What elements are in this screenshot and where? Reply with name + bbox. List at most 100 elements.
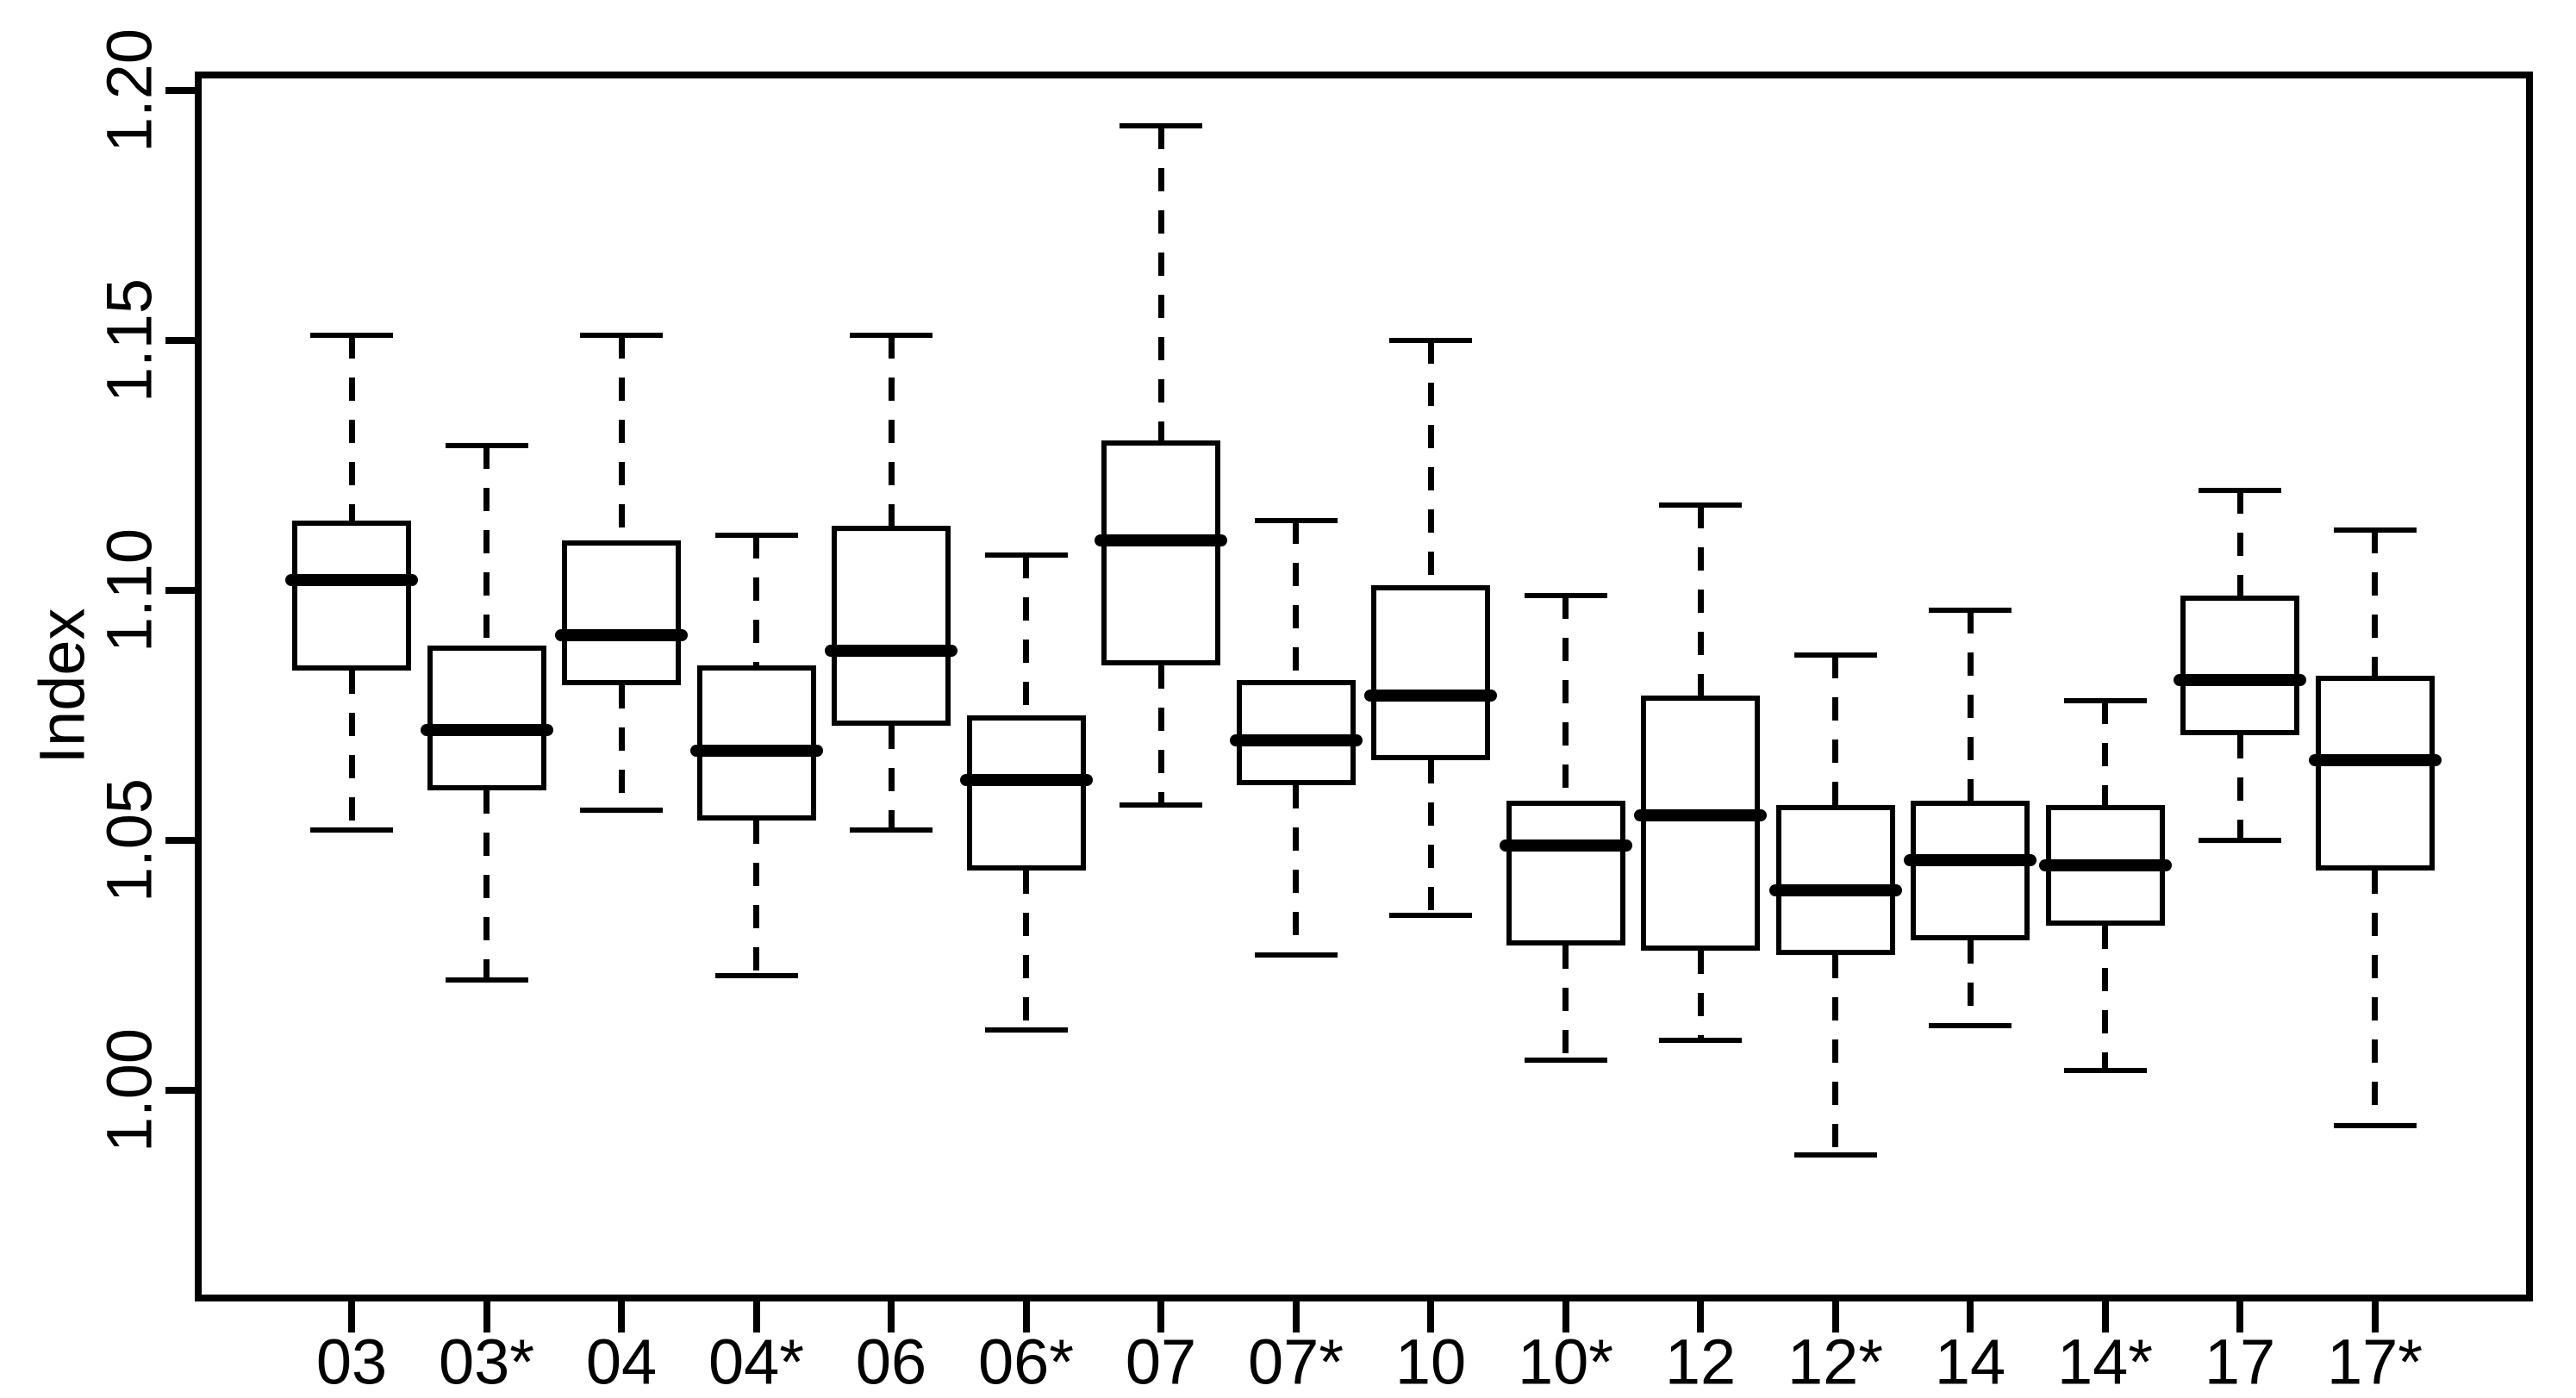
boxplot-06*-lower-cap [984, 1027, 1068, 1033]
y-axis-title: Index [26, 608, 98, 765]
x-axis-tick [1831, 1301, 1839, 1332]
boxplot-12-box [1641, 695, 1760, 951]
boxplot-06-upper-whisker [888, 335, 895, 526]
boxplot-03*-lower-whisker [483, 790, 490, 981]
y-axis-tick [165, 1087, 195, 1094]
boxplot-03*-box [427, 645, 546, 790]
boxplot-17-median [2174, 674, 2306, 687]
boxplot-14*-lower-cap [2063, 1067, 2147, 1073]
boxplot-17-box [2180, 595, 2299, 736]
x-axis-tick [888, 1301, 895, 1332]
boxplot-03-upper-whisker [348, 335, 355, 521]
x-axis-tick [1967, 1301, 1974, 1332]
boxplot-03*-lower-cap [445, 977, 528, 983]
boxplot-04-lower-whisker [618, 685, 625, 811]
boxplot-10*-lower-whisker [1562, 945, 1569, 1061]
x-axis-tick-label: 10* [1517, 1326, 1614, 1398]
x-axis-tick-label: 12 [1664, 1326, 1737, 1398]
x-axis-tick [1562, 1301, 1569, 1332]
boxplot-10-median [1364, 689, 1497, 702]
x-axis-tick-label: 04* [708, 1326, 805, 1398]
boxplot-06*-upper-whisker [1023, 555, 1029, 715]
boxplot-06*-lower-whisker [1023, 870, 1029, 1031]
boxplot-17*-lower-whisker [2372, 870, 2378, 1126]
boxplot-03*-upper-cap [445, 442, 528, 448]
x-axis-tick [1697, 1301, 1704, 1332]
boxplot-07*-box [1236, 680, 1356, 786]
boxplot-07-lower-cap [1120, 802, 1202, 808]
boxplot-14-upper-whisker [1967, 610, 1974, 801]
x-axis-tick-label: 07 [1125, 1326, 1197, 1398]
boxplot-03-median [285, 574, 418, 587]
x-axis-tick [1022, 1301, 1030, 1332]
boxplot-07-median [1095, 534, 1227, 546]
boxplot-04*-lower-cap [714, 972, 798, 978]
boxplot-06*-median [959, 774, 1093, 787]
boxplot-10-lower-whisker [1427, 760, 1434, 915]
boxplot-04-box [562, 540, 681, 686]
boxplot-12-median [1634, 809, 1767, 821]
boxplot-07*-median [1229, 734, 1363, 746]
boxplot-04*-upper-cap [714, 533, 798, 539]
x-axis-tick-label: 03 [315, 1326, 388, 1398]
boxplot-12*-upper-whisker [1832, 655, 1838, 806]
boxplot-06-box [832, 525, 951, 726]
boxplot-12-lower-cap [1659, 1038, 1742, 1043]
boxplot-12-upper-cap [1659, 502, 1742, 509]
y-axis-tick [165, 587, 195, 594]
x-axis-tick [1157, 1301, 1164, 1332]
boxplot-14-box [1911, 800, 2030, 940]
boxplot-14-lower-cap [1929, 1022, 2012, 1028]
boxplot-17*-median [2308, 754, 2442, 767]
boxplot-12-lower-whisker [1697, 950, 1704, 1040]
boxplot-07*-upper-cap [1254, 517, 1338, 523]
boxplot-10-lower-cap [1389, 913, 1472, 918]
x-axis-tick-label: 10 [1394, 1326, 1467, 1398]
x-axis-tick [618, 1301, 625, 1332]
boxplot-03*-upper-whisker [483, 445, 490, 646]
x-axis-tick [1427, 1301, 1434, 1332]
y-axis-tick-label: 1.05 [93, 777, 165, 903]
boxplot-06-upper-cap [850, 333, 932, 339]
boxplot-17*-box [2315, 675, 2435, 871]
boxplot-06-median [825, 644, 957, 657]
boxplot-10-upper-cap [1389, 338, 1472, 343]
boxplot-14*-upper-whisker [2102, 700, 2108, 806]
boxplot-03-upper-cap [310, 333, 393, 339]
boxplot-10-upper-whisker [1427, 340, 1434, 586]
boxplot-04-lower-cap [580, 808, 663, 814]
boxplot-03-lower-cap [310, 827, 393, 833]
boxplot-06*-upper-cap [984, 552, 1068, 559]
boxplot-12*-lower-whisker [1832, 955, 1838, 1156]
x-axis-tick-label: 04 [585, 1326, 658, 1398]
x-axis-tick-label: 07* [1247, 1326, 1344, 1398]
boxplot-07*-upper-whisker [1293, 520, 1299, 681]
x-axis-tick-label: 14* [2056, 1326, 2154, 1398]
x-axis-tick-label: 06 [855, 1326, 927, 1398]
boxplot-10*-upper-whisker [1562, 595, 1569, 801]
boxplot-14*-lower-whisker [2102, 925, 2108, 1070]
x-axis-tick-label: 17 [2204, 1326, 2276, 1398]
boxplot-04-median [555, 629, 688, 642]
boxplot-17*-upper-cap [2333, 527, 2417, 534]
boxplot-03*-median [420, 724, 553, 737]
boxplot-14*-median [2038, 859, 2172, 871]
boxplot-04*-box [696, 665, 816, 821]
boxplot-04*-median [689, 744, 823, 757]
boxplot-17-lower-cap [2199, 838, 2281, 843]
boxplot-10*-lower-cap [1524, 1058, 1607, 1064]
x-axis-tick [2236, 1301, 2243, 1332]
boxplot-07-box [1101, 440, 1220, 665]
x-axis-tick-label: 03* [438, 1326, 535, 1398]
x-axis-tick-label: 06* [977, 1326, 1075, 1398]
boxplot-06-lower-cap [850, 827, 932, 833]
plot-frame [195, 72, 2533, 1301]
boxplot-04*-upper-whisker [753, 535, 759, 665]
boxplot-07-lower-whisker [1157, 665, 1164, 806]
boxplot-10*-upper-cap [1524, 592, 1607, 598]
boxplot-14-median [1904, 854, 2036, 867]
boxplot-10-box [1371, 585, 1490, 761]
boxplot-07-upper-whisker [1157, 125, 1164, 440]
x-axis-tick-label: 12* [1787, 1326, 1884, 1398]
